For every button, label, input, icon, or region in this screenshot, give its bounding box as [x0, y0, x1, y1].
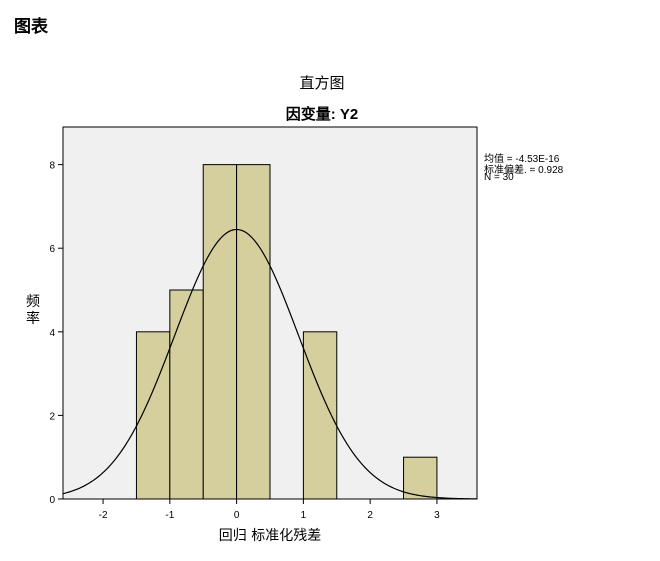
x-tick-label: 0: [234, 510, 240, 521]
x-tick-label: 3: [434, 510, 440, 521]
x-tick-label: 2: [367, 510, 373, 521]
stats-n: N = 30: [484, 172, 514, 183]
x-axis-label: 回归 标准化残差: [219, 527, 321, 544]
histogram-bar: [169, 289, 204, 500]
x-tick-label: -1: [165, 510, 174, 521]
histogram-bar: [403, 456, 438, 500]
y-tick-label: 8: [49, 161, 55, 172]
chart-subtitle: 因变量: Y2: [286, 105, 359, 123]
x-tick-label: -2: [99, 510, 108, 521]
y-axis-label: 频率: [26, 294, 40, 327]
normal-curve: [62, 228, 478, 500]
y-tick-label: 6: [49, 244, 55, 255]
y-tick-label: 0: [49, 495, 55, 506]
y-tick-label: 2: [49, 411, 55, 422]
x-tick-label: 1: [301, 510, 307, 521]
section-title: 图表: [14, 17, 48, 37]
stats-mean: 均值 = -4.53E-16: [484, 154, 560, 165]
chart-title: 直方图: [299, 74, 344, 92]
y-tick-label: 4: [49, 328, 55, 339]
stats-sd: 标准偏差. = 0.928: [484, 165, 564, 176]
histogram-bar: [236, 164, 271, 500]
histogram-bar: [202, 164, 238, 500]
